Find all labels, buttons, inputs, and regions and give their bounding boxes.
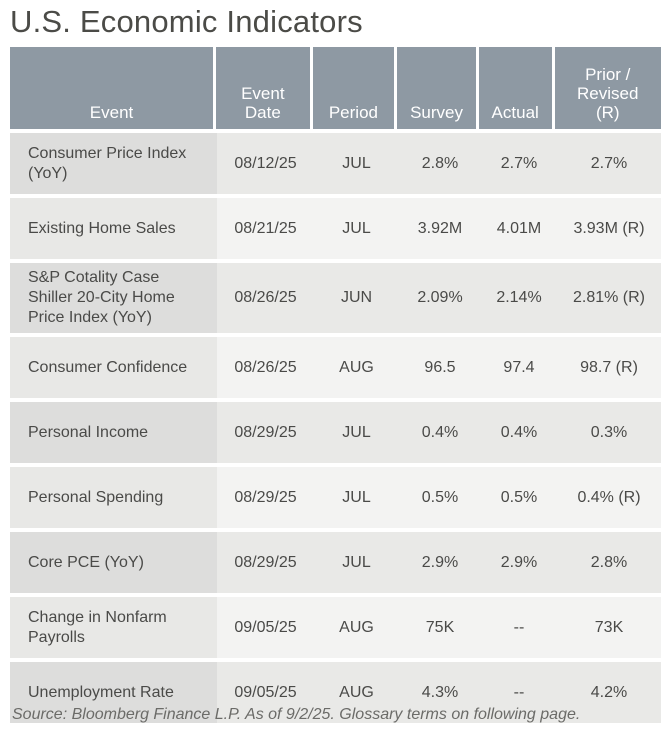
header-label: Actual	[491, 103, 539, 122]
cell-event: Change in Nonfarm Payrolls	[10, 597, 217, 658]
header-event: Event	[10, 47, 214, 129]
cell-actual: 2.9%	[500, 553, 538, 571]
table-body: Consumer Price Index (YoY) 08/12/25 JUL 2.8…	[10, 133, 661, 723]
cell-period: JUL	[342, 423, 371, 441]
table-row: Consumer Confidence 08/26/25 AUG 96.5 97.4 98…	[10, 337, 661, 398]
cell-prior: 0.3%	[590, 423, 628, 441]
table-row: Unemployment Rate 09/05/25 AUG 4.3% -- 4.2%	[10, 662, 661, 723]
cell-period: JUN	[340, 289, 373, 306]
cell-survey: 2.9%	[421, 553, 459, 571]
row-values: 09/05/25 AUG 75K -- 73K	[217, 597, 661, 658]
header-label: Survey	[410, 103, 463, 122]
cell-survey: 75K	[425, 618, 455, 636]
cell-prior: 98.7 (R)	[580, 358, 638, 376]
header-actual: Actual	[478, 47, 552, 129]
table-row: Change in Nonfarm Payrolls 09/05/25 AUG 75K…	[10, 597, 661, 658]
cell-actual: 97.4	[503, 358, 535, 376]
cell-event: S&P Cotality Case Shiller 20-City Home P…	[10, 263, 217, 333]
cell-event: Consumer Price Index (YoY)	[10, 133, 217, 194]
cell-period: AUG	[339, 618, 374, 636]
row-values: 08/12/25 JUL 2.8% 2.7% 2.7%	[217, 133, 661, 194]
header-prior-revised: Prior / Revised (R)	[554, 47, 661, 129]
cell-survey: 3.92M	[417, 219, 463, 237]
cell-actual: --	[513, 618, 525, 636]
header-event-date: Event Date	[216, 47, 310, 129]
cell-event: Personal Spending	[10, 467, 217, 528]
cell-date: 08/21/25	[234, 219, 297, 237]
header-label: Prior / Revised (R)	[577, 65, 639, 122]
cell-period: JUL	[342, 219, 371, 237]
cell-actual: 2.14%	[496, 289, 542, 306]
header-label: Event Date	[241, 84, 285, 122]
table-row: Consumer Price Index (YoY) 08/12/25 JUL 2.8…	[10, 133, 661, 194]
header-period: Period	[312, 47, 395, 129]
row-values: 08/29/25 JUL 0.4% 0.4% 0.3%	[217, 402, 661, 463]
cell-survey: 0.4%	[421, 423, 459, 441]
row-values: 08/26/25 AUG 96.5 97.4 98.7 (R)	[217, 337, 661, 398]
cell-prior: 3.93M (R)	[573, 219, 645, 237]
cell-date: 08/29/25	[234, 488, 297, 506]
cell-prior: 2.7%	[590, 154, 628, 172]
cell-period: AUG	[339, 683, 374, 701]
cell-period: JUL	[342, 154, 371, 172]
cell-actual: --	[513, 683, 525, 701]
cell-date: 08/26/25	[234, 289, 297, 306]
cell-survey: 2.09%	[417, 289, 463, 306]
indicators-table: Event Event Date Period Survey Actual Pri…	[10, 47, 661, 723]
row-values: 09/05/25 AUG 4.3% -- 4.2%	[217, 662, 661, 723]
row-values: 08/26/25 JUN 2.09% 2.14% 2.81% (R)	[217, 263, 661, 333]
table-header: Event Event Date Period Survey Actual Pri…	[10, 47, 661, 129]
table-row: Personal Income 08/29/25 JUL 0.4% 0.4% 0.3%	[10, 402, 661, 463]
cell-date: 08/12/25	[234, 154, 297, 172]
table-row: Core PCE (YoY) 08/29/25 JUL 2.9% 2.9% 2.8%	[10, 532, 661, 593]
table-row: Existing Home Sales 08/21/25 JUL 3.92M 4.01M…	[10, 198, 661, 259]
cell-prior: 0.4% (R)	[577, 488, 641, 506]
cell-date: 09/05/25	[234, 683, 297, 701]
cell-actual: 0.5%	[500, 488, 538, 506]
cell-actual: 2.7%	[500, 154, 538, 172]
cell-date: 08/26/25	[234, 358, 297, 376]
page-title: U.S. Economic Indicators	[10, 4, 363, 39]
cell-survey: 96.5	[424, 358, 456, 376]
cell-event: Personal Income	[10, 402, 217, 463]
cell-date: 09/05/25	[234, 618, 297, 636]
header-label: Period	[328, 103, 378, 122]
cell-prior: 73K	[594, 618, 624, 636]
table-row: Personal Spending 08/29/25 JUL 0.5% 0.5% 0.4%…	[10, 467, 661, 528]
row-values: 08/29/25 JUL 0.5% 0.5% 0.4% (R)	[217, 467, 661, 528]
header-label: Event	[89, 103, 134, 122]
header-survey: Survey	[397, 47, 476, 129]
source-note: Source: Bloomberg Finance L.P. As of 9/2…	[12, 706, 581, 723]
cell-survey: 2.8%	[421, 154, 459, 172]
cell-prior: 2.8%	[590, 553, 628, 571]
cell-event: Consumer Confidence	[10, 337, 217, 398]
cell-period: AUG	[339, 358, 374, 376]
cell-survey: 4.3%	[421, 683, 459, 701]
row-values: 08/21/25 JUL 3.92M 4.01M 3.93M (R)	[217, 198, 661, 259]
cell-date: 08/29/25	[234, 423, 297, 441]
cell-period: JUL	[342, 553, 371, 571]
table-row: S&P Cotality Case Shiller 20-City Home P…	[10, 263, 661, 333]
cell-survey: 0.5%	[421, 488, 459, 506]
cell-period: JUL	[342, 488, 371, 506]
cell-actual: 4.01M	[496, 219, 542, 237]
cell-prior: 4.2%	[590, 683, 628, 701]
cell-event: Unemployment Rate	[10, 662, 217, 723]
cell-date: 08/29/25	[234, 553, 297, 571]
cell-actual: 0.4%	[500, 423, 538, 441]
cell-prior: 2.81% (R)	[572, 289, 646, 306]
cell-event: Existing Home Sales	[10, 198, 217, 259]
cell-event: Core PCE (YoY)	[10, 532, 217, 593]
row-values: 08/29/25 JUL 2.9% 2.9% 2.8%	[217, 532, 661, 593]
